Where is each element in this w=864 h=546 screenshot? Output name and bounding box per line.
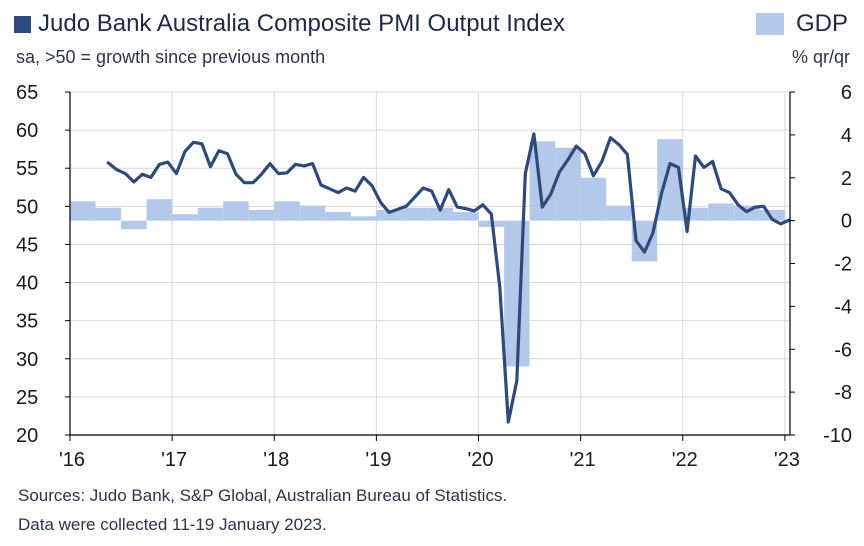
gdp-bar bbox=[95, 207, 122, 221]
chart-subtitle: sa, >50 = growth since previous month bbox=[16, 47, 326, 67]
x-tick-label: '19 bbox=[365, 449, 391, 471]
gdp-bar bbox=[427, 207, 453, 221]
gdp-bar bbox=[121, 220, 147, 230]
x-tick-label: '20 bbox=[467, 449, 493, 471]
gdp-bar bbox=[172, 214, 198, 221]
x-tick-label: '18 bbox=[263, 449, 289, 471]
gdp-bar bbox=[325, 212, 351, 221]
gdp-bar bbox=[580, 177, 607, 221]
y-right-tick-label: -8 bbox=[834, 382, 852, 404]
y-left-tick-label: 65 bbox=[16, 82, 38, 104]
y-left-tick-label: 35 bbox=[16, 311, 38, 333]
y-right-tick-label: -4 bbox=[834, 296, 852, 318]
y-left-tick-label: 45 bbox=[16, 234, 38, 256]
source-note: Sources: Judo Bank, S&P Global, Australi… bbox=[18, 486, 508, 505]
y-left-tick-label: 50 bbox=[16, 196, 38, 218]
gdp-bar bbox=[146, 199, 173, 221]
gdp-bar bbox=[452, 212, 479, 221]
gdp-bar bbox=[299, 205, 326, 221]
gdp-legend-swatch bbox=[755, 13, 784, 35]
gdp-bar bbox=[708, 203, 734, 221]
gdp-bar bbox=[197, 207, 224, 221]
gdp-bar bbox=[657, 139, 683, 221]
gdp-unit-label: % qr/qr bbox=[791, 47, 850, 67]
collection-note: Data were collected 11-19 January 2023. bbox=[18, 515, 327, 534]
gdp-bar bbox=[274, 201, 300, 221]
y-left-tick-label: 30 bbox=[16, 349, 38, 371]
x-tick-label: '21 bbox=[570, 449, 596, 471]
gdp-legend: GDP bbox=[755, 10, 848, 38]
chart-title: Judo Bank Australia Composite PMI Output… bbox=[14, 10, 565, 38]
y-right-tick-label: 2 bbox=[841, 168, 852, 190]
y-right-tick-label: 4 bbox=[841, 125, 852, 147]
x-tick-label: '22 bbox=[672, 449, 698, 471]
gdp-bar bbox=[606, 205, 632, 221]
y-left-tick-label: 55 bbox=[16, 158, 38, 180]
y-right-tick-label: -10 bbox=[823, 425, 852, 447]
y-left-tick-label: 20 bbox=[16, 425, 38, 447]
y-left-tick-label: 60 bbox=[16, 120, 38, 142]
gdp-bar bbox=[401, 207, 428, 221]
title-text: Judo Bank Australia Composite PMI Output… bbox=[38, 10, 565, 37]
pmi-line bbox=[106, 132, 791, 424]
gdp-bar bbox=[759, 209, 785, 221]
x-tick-label: '17 bbox=[161, 449, 187, 471]
y-left-tick-label: 40 bbox=[16, 273, 38, 295]
gdp-bar bbox=[70, 201, 96, 221]
gdp-bar bbox=[376, 209, 402, 221]
gdp-legend-label: GDP bbox=[795, 10, 848, 37]
y-right-tick-label: -2 bbox=[834, 254, 852, 276]
gdp-bar bbox=[223, 201, 249, 221]
y-right-tick-label: 6 bbox=[841, 82, 852, 104]
gdp-bar bbox=[248, 209, 275, 221]
gdp-bar bbox=[529, 141, 556, 221]
y-right-tick-label: 0 bbox=[841, 211, 852, 233]
y-right-tick-label: -6 bbox=[834, 339, 852, 361]
x-tick-label: '16 bbox=[59, 449, 85, 471]
x-tick-label: '23 bbox=[774, 449, 800, 471]
pmi-legend-swatch bbox=[14, 15, 31, 33]
y-left-tick-label: 25 bbox=[16, 387, 38, 409]
gdp-bar bbox=[350, 216, 377, 221]
